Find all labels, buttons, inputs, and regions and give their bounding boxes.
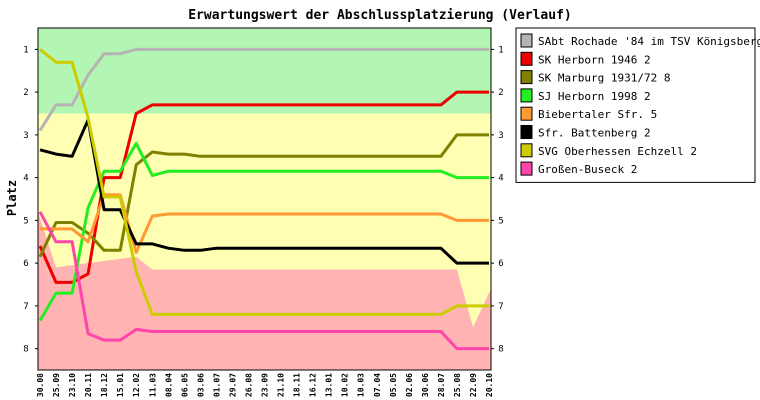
x-tick-label: 20.10: [485, 373, 494, 397]
plot-background: [38, 28, 491, 370]
x-tick-label: 01.07: [212, 373, 221, 397]
y-tick-label-left: 3: [23, 131, 28, 141]
x-tick-label: 12.02: [132, 373, 141, 397]
y-tick-label-left: 8: [23, 345, 28, 355]
legend-label-7: SVG Oberhessen Echzell 2: [538, 145, 697, 158]
x-tick-label: 15.01: [116, 373, 125, 397]
series-line-1: [38, 47, 489, 132]
legend-swatch-8: [520, 161, 533, 176]
x-tick-label: 16.12: [309, 373, 318, 397]
legend-box: [515, 27, 756, 183]
y-tick-label-right: 4: [498, 174, 503, 184]
y-tick-label-right: 7: [498, 302, 503, 312]
series-line-7: [39, 48, 489, 316]
legend: SAbt Rochade '84 im TSV Königsberg 1 SK H…: [515, 27, 760, 183]
y-tick-label-left: 2: [23, 88, 28, 98]
x-tick-label: 05.05: [389, 373, 398, 397]
chart-title: Erwartungswert der Abschlussplatzierung …: [188, 8, 572, 23]
legend-label-1: SAbt Rochade '84 im TSV Königsberg 1: [538, 35, 760, 48]
x-tick-label: 30.06: [421, 373, 430, 397]
x-tick-label: 08.04: [164, 373, 173, 397]
series-line-5: [40, 193, 489, 254]
legend-label-2: SK Herborn 1946 2: [538, 53, 651, 66]
series-line-6: [39, 118, 489, 265]
x-tick-label: 02.06: [405, 373, 414, 397]
legend-swatch-5: [520, 106, 533, 121]
x-tick-label: 28.07: [437, 373, 446, 397]
y-tick-label-right: 8: [498, 345, 503, 355]
x-axis-ticks: 30.08 25.09 23.10 20.11 18.12 15.01 12.02 11.03…: [36, 373, 494, 397]
x-tick-label: 10.03: [357, 373, 366, 397]
series-lines: [38, 47, 489, 351]
x-tick-label: 26.08: [245, 373, 254, 397]
series-line-3: [38, 133, 489, 258]
y-tick-label-left: 1: [23, 45, 28, 55]
x-tick-label: 10.02: [341, 373, 350, 397]
legend-swatch-4: [520, 88, 533, 103]
legend-label-3: SK Marburg 1931/72 8: [538, 72, 670, 85]
legend-swatch-1: [520, 33, 533, 48]
y-tick-label-right: 3: [498, 131, 503, 141]
legend-swatch-7: [520, 143, 533, 158]
legend-swatch-6: [520, 125, 533, 139]
x-tick-label: 07.04: [373, 373, 382, 397]
x-tick-label: 20.11: [84, 373, 93, 397]
x-tick-label: 29.07: [228, 373, 237, 397]
x-tick-label: 25.08: [453, 373, 462, 397]
x-tick-label: 21.10: [277, 373, 286, 397]
x-tick-label: 06.05: [180, 373, 189, 397]
y-axis-ticks: 1 1 2 2 3 3 4 4 5 5 6 6 7 7 8 8: [23, 45, 503, 354]
x-tick-label: 13.01: [325, 373, 334, 397]
y-axis-label: Platz: [5, 180, 19, 216]
x-tick-label: 30.08: [36, 373, 45, 397]
x-tick-label: 18.11: [293, 373, 302, 397]
legend-label-4: SJ Herborn 1998 2: [538, 90, 651, 103]
y-tick-label-left: 7: [23, 302, 28, 312]
y-tick-label-right: 5: [498, 216, 503, 226]
legend-swatch-2: [520, 51, 533, 66]
x-tick-label: 23.10: [68, 373, 77, 397]
series-line-4: [38, 141, 489, 322]
legend-label-5: Biebertaler Sfr. 5: [538, 108, 657, 121]
plot-frame: [37, 27, 492, 371]
y-tick-label-right: 6: [498, 259, 503, 269]
x-tick-label: 23.09: [261, 373, 270, 397]
y-tick-label-right: 1: [498, 45, 503, 55]
zone-promotion: [38, 28, 491, 114]
x-tick-label: 18.12: [100, 373, 109, 397]
y-tick-label-left: 4: [23, 174, 28, 184]
legend-label-6: Sfr. Battenberg 2: [538, 127, 651, 140]
series-line-8: [38, 211, 489, 351]
series-line-2: [38, 90, 489, 284]
y-tick-label-left: 5: [23, 216, 28, 226]
x-tick-label: 11.03: [148, 373, 157, 397]
y-tick-label-right: 2: [498, 88, 503, 98]
x-tick-label: 22.09: [469, 373, 478, 397]
y-tick-label-left: 6: [23, 259, 28, 269]
legend-label-8: Großen-Buseck 2: [538, 163, 637, 176]
x-tick-label: 03.06: [196, 373, 205, 397]
legend-swatch-3: [520, 70, 533, 85]
x-tick-label: 25.09: [52, 373, 61, 397]
